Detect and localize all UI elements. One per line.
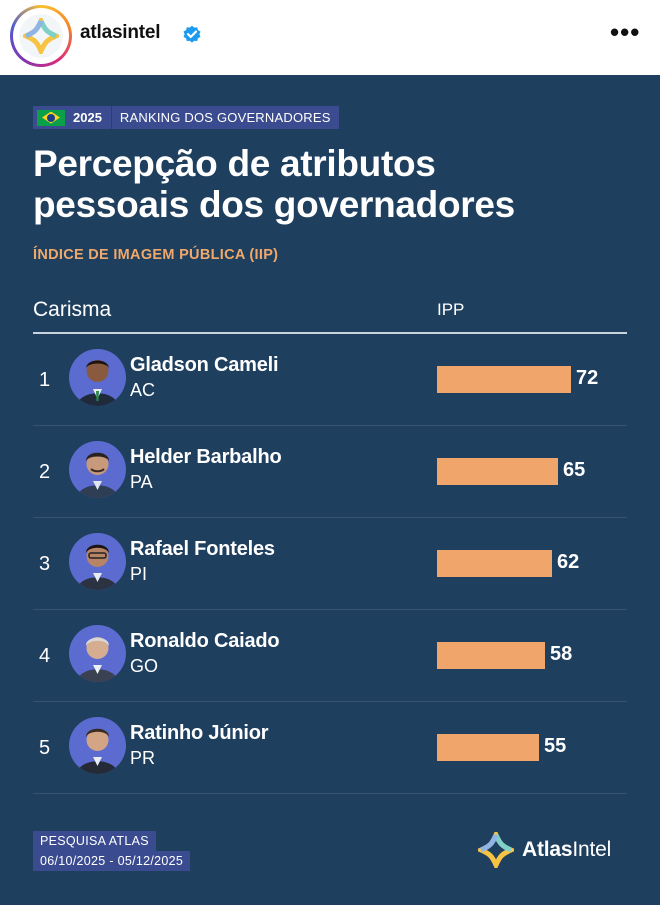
brazil-flag-icon — [37, 109, 65, 126]
atlasintel-brand: AtlasIntel — [478, 830, 611, 870]
tag-label: RANKING DOS GOVERNADORES — [119, 110, 331, 125]
ipp-value: 65 — [563, 459, 586, 481]
atlasintel-logo-icon — [478, 832, 514, 868]
ipp-value: 62 — [557, 551, 580, 573]
ipp-bar — [437, 734, 539, 761]
governor-state: PI — [130, 564, 148, 584]
governor-name: Rafael Fonteles — [130, 538, 275, 560]
survey-dates: 06/10/2025 - 05/12/2025 — [33, 851, 191, 871]
title-line-1: Percepção de atributos — [33, 143, 436, 184]
rank-number: 2 — [39, 461, 51, 483]
governor-name: Ratinho Júnior — [130, 722, 269, 744]
governor-photo — [69, 625, 126, 682]
ranking-row: 4 Ronaldo Caiado GO 58 — [33, 610, 627, 702]
governor-name: Helder Barbalho — [130, 446, 282, 468]
ipp-value: 55 — [544, 735, 567, 757]
rank-number: 4 — [39, 645, 51, 667]
more-options-button[interactable]: ••• — [610, 17, 641, 47]
rank-number: 5 — [39, 737, 51, 759]
ranking-row: 3 Rafael Fonteles PI 62 — [33, 518, 627, 610]
governor-name: Gladson Cameli — [130, 354, 279, 376]
survey-name: PESQUISA ATLAS — [33, 831, 156, 851]
ipp-value: 58 — [550, 643, 573, 665]
column-header-carisma: Carisma — [33, 298, 112, 321]
ipp-bar — [437, 366, 571, 393]
ipp-bar — [437, 458, 558, 485]
card-title: Percepção de atributos pessoais dos gove… — [33, 143, 633, 225]
survey-info: PESQUISA ATLAS 06/10/2025 - 05/12/2025 — [33, 831, 191, 871]
ranking-card: 2025 RANKING DOS GOVERNADORES Percepção … — [0, 75, 660, 905]
governor-state: PA — [130, 472, 153, 492]
governor-name: Ronaldo Caiado — [130, 630, 280, 652]
column-header-ipp: IPP — [437, 300, 465, 319]
governor-photo — [69, 441, 126, 498]
ipp-bar — [437, 550, 552, 577]
title-line-2: pessoais dos governadores — [33, 184, 515, 225]
ranking-tag: 2025 RANKING DOS GOVERNADORES — [33, 106, 339, 129]
brand-name: AtlasIntel — [522, 838, 612, 861]
governor-state: AC — [130, 380, 156, 400]
ranking-row: 5 Ratinho Júnior PR 55 — [33, 702, 627, 794]
governor-photo — [69, 717, 126, 774]
verified-badge-icon — [183, 25, 201, 43]
ranking-list: 1 Gladson Cameli AC 72 2 Helder Barbalho… — [33, 334, 627, 794]
rank-number: 3 — [39, 553, 51, 575]
profile-avatar[interactable] — [10, 5, 72, 67]
atlasintel-logo-icon — [19, 14, 63, 58]
rank-number: 1 — [39, 369, 51, 391]
ranking-row: 1 Gladson Cameli AC 72 — [33, 334, 627, 426]
governor-state: GO — [130, 656, 159, 676]
governor-state: PR — [130, 748, 156, 768]
card-subtitle: ÍNDICE DE IMAGEM PÚBLICA (IIP) — [33, 247, 279, 263]
ranking-row: 2 Helder Barbalho PA 65 — [33, 426, 627, 518]
username-link[interactable]: atlasintel — [80, 22, 161, 43]
post-header: atlasintel ••• — [0, 0, 660, 74]
governor-photo — [69, 533, 126, 590]
ipp-value: 72 — [576, 367, 599, 389]
header-divider — [33, 332, 627, 334]
tag-year: 2025 — [73, 110, 102, 125]
governor-photo — [69, 349, 126, 406]
ipp-bar — [437, 642, 545, 669]
